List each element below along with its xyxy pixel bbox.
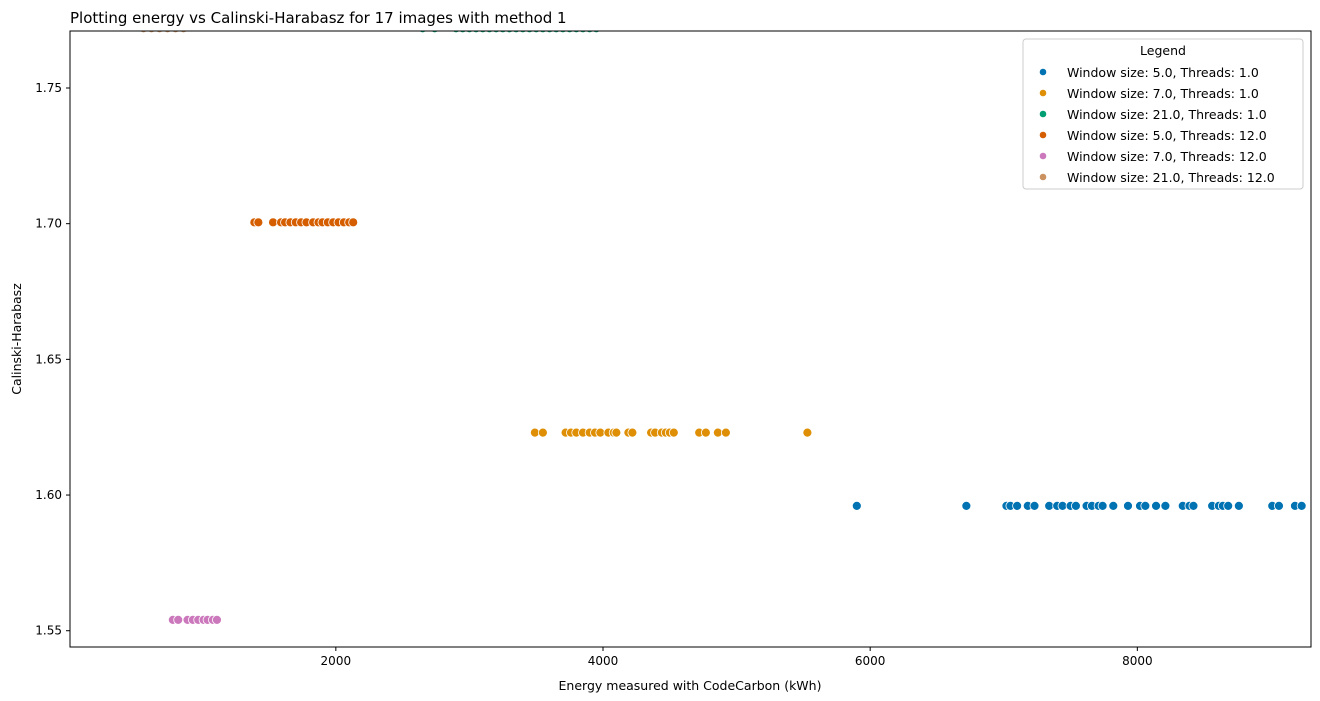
data-point: [668, 427, 679, 438]
data-point: [1274, 500, 1284, 511]
data-point: [1108, 500, 1119, 511]
data-point: [1151, 500, 1161, 511]
data-point: [1070, 500, 1081, 511]
data-point: [1097, 500, 1108, 511]
series-5: [167, 614, 222, 625]
x-tick-label: 8000: [1122, 654, 1153, 668]
data-point: [802, 427, 813, 438]
legend-marker: [1039, 152, 1047, 160]
data-point: [611, 427, 622, 438]
x-tick-label: 6000: [855, 654, 886, 668]
data-point: [961, 500, 972, 511]
legend-label: Window size: 7.0, Threads: 1.0: [1067, 86, 1259, 101]
y-tick-label: 1.75: [35, 81, 62, 95]
data-point: [1012, 500, 1023, 511]
data-point: [1188, 500, 1199, 511]
data-point: [627, 427, 638, 438]
x-tick-label: 2000: [321, 654, 352, 668]
series-2: [529, 427, 813, 438]
data-point: [851, 500, 862, 511]
data-point: [253, 217, 264, 228]
data-point: [1123, 500, 1133, 511]
x-axis: 2000 4000 6000 8000: [321, 647, 1153, 668]
data-point: [1296, 500, 1307, 511]
legend-label: Window size: 5.0, Threads: 1.0: [1067, 65, 1259, 80]
data-point: [1029, 500, 1040, 511]
y-axis: 1.55 1.60 1.65 1.70 1.75: [35, 81, 70, 638]
legend-label: Window size: 21.0, Threads: 1.0: [1067, 107, 1267, 122]
series-1: [851, 500, 1307, 511]
data-point: [1223, 500, 1234, 511]
y-tick-label: 1.70: [35, 217, 62, 231]
data-point: [212, 614, 222, 625]
y-tick-label: 1.55: [35, 624, 62, 638]
y-tick-label: 1.60: [35, 488, 62, 502]
legend-marker: [1039, 68, 1047, 76]
data-point: [1160, 500, 1171, 511]
y-axis-label: Calinski-Harabasz: [9, 283, 24, 395]
x-tick-label: 4000: [588, 654, 619, 668]
legend: Legend Window size: 5.0, Threads: 1.0 Win…: [1022, 38, 1304, 190]
legend-marker: [1039, 173, 1047, 181]
data-point: [700, 427, 711, 438]
data-point: [537, 427, 548, 438]
y-tick-label: 1.65: [35, 352, 62, 366]
data-point: [720, 427, 731, 438]
legend-title: Legend: [1140, 43, 1186, 58]
data-point: [173, 614, 184, 625]
legend-marker: [1039, 110, 1047, 118]
legend-label: Window size: 5.0, Threads: 12.0: [1067, 128, 1267, 143]
legend-marker: [1039, 89, 1047, 97]
plot-frame: [69, 30, 1312, 648]
legend-marker: [1039, 131, 1047, 139]
data-point: [348, 217, 359, 228]
x-axis-label: Energy measured with CodeCarbon (kWh): [559, 678, 822, 693]
series-4: [249, 217, 359, 228]
legend-label: Window size: 21.0, Threads: 12.0: [1067, 170, 1275, 185]
chart-title: Plotting energy vs Calinski-Harabasz for…: [70, 9, 567, 27]
legend-box: [1022, 38, 1304, 190]
data-point: [1140, 500, 1151, 511]
legend-label: Window size: 7.0, Threads: 12.0: [1067, 149, 1267, 164]
data-point: [1233, 500, 1244, 511]
